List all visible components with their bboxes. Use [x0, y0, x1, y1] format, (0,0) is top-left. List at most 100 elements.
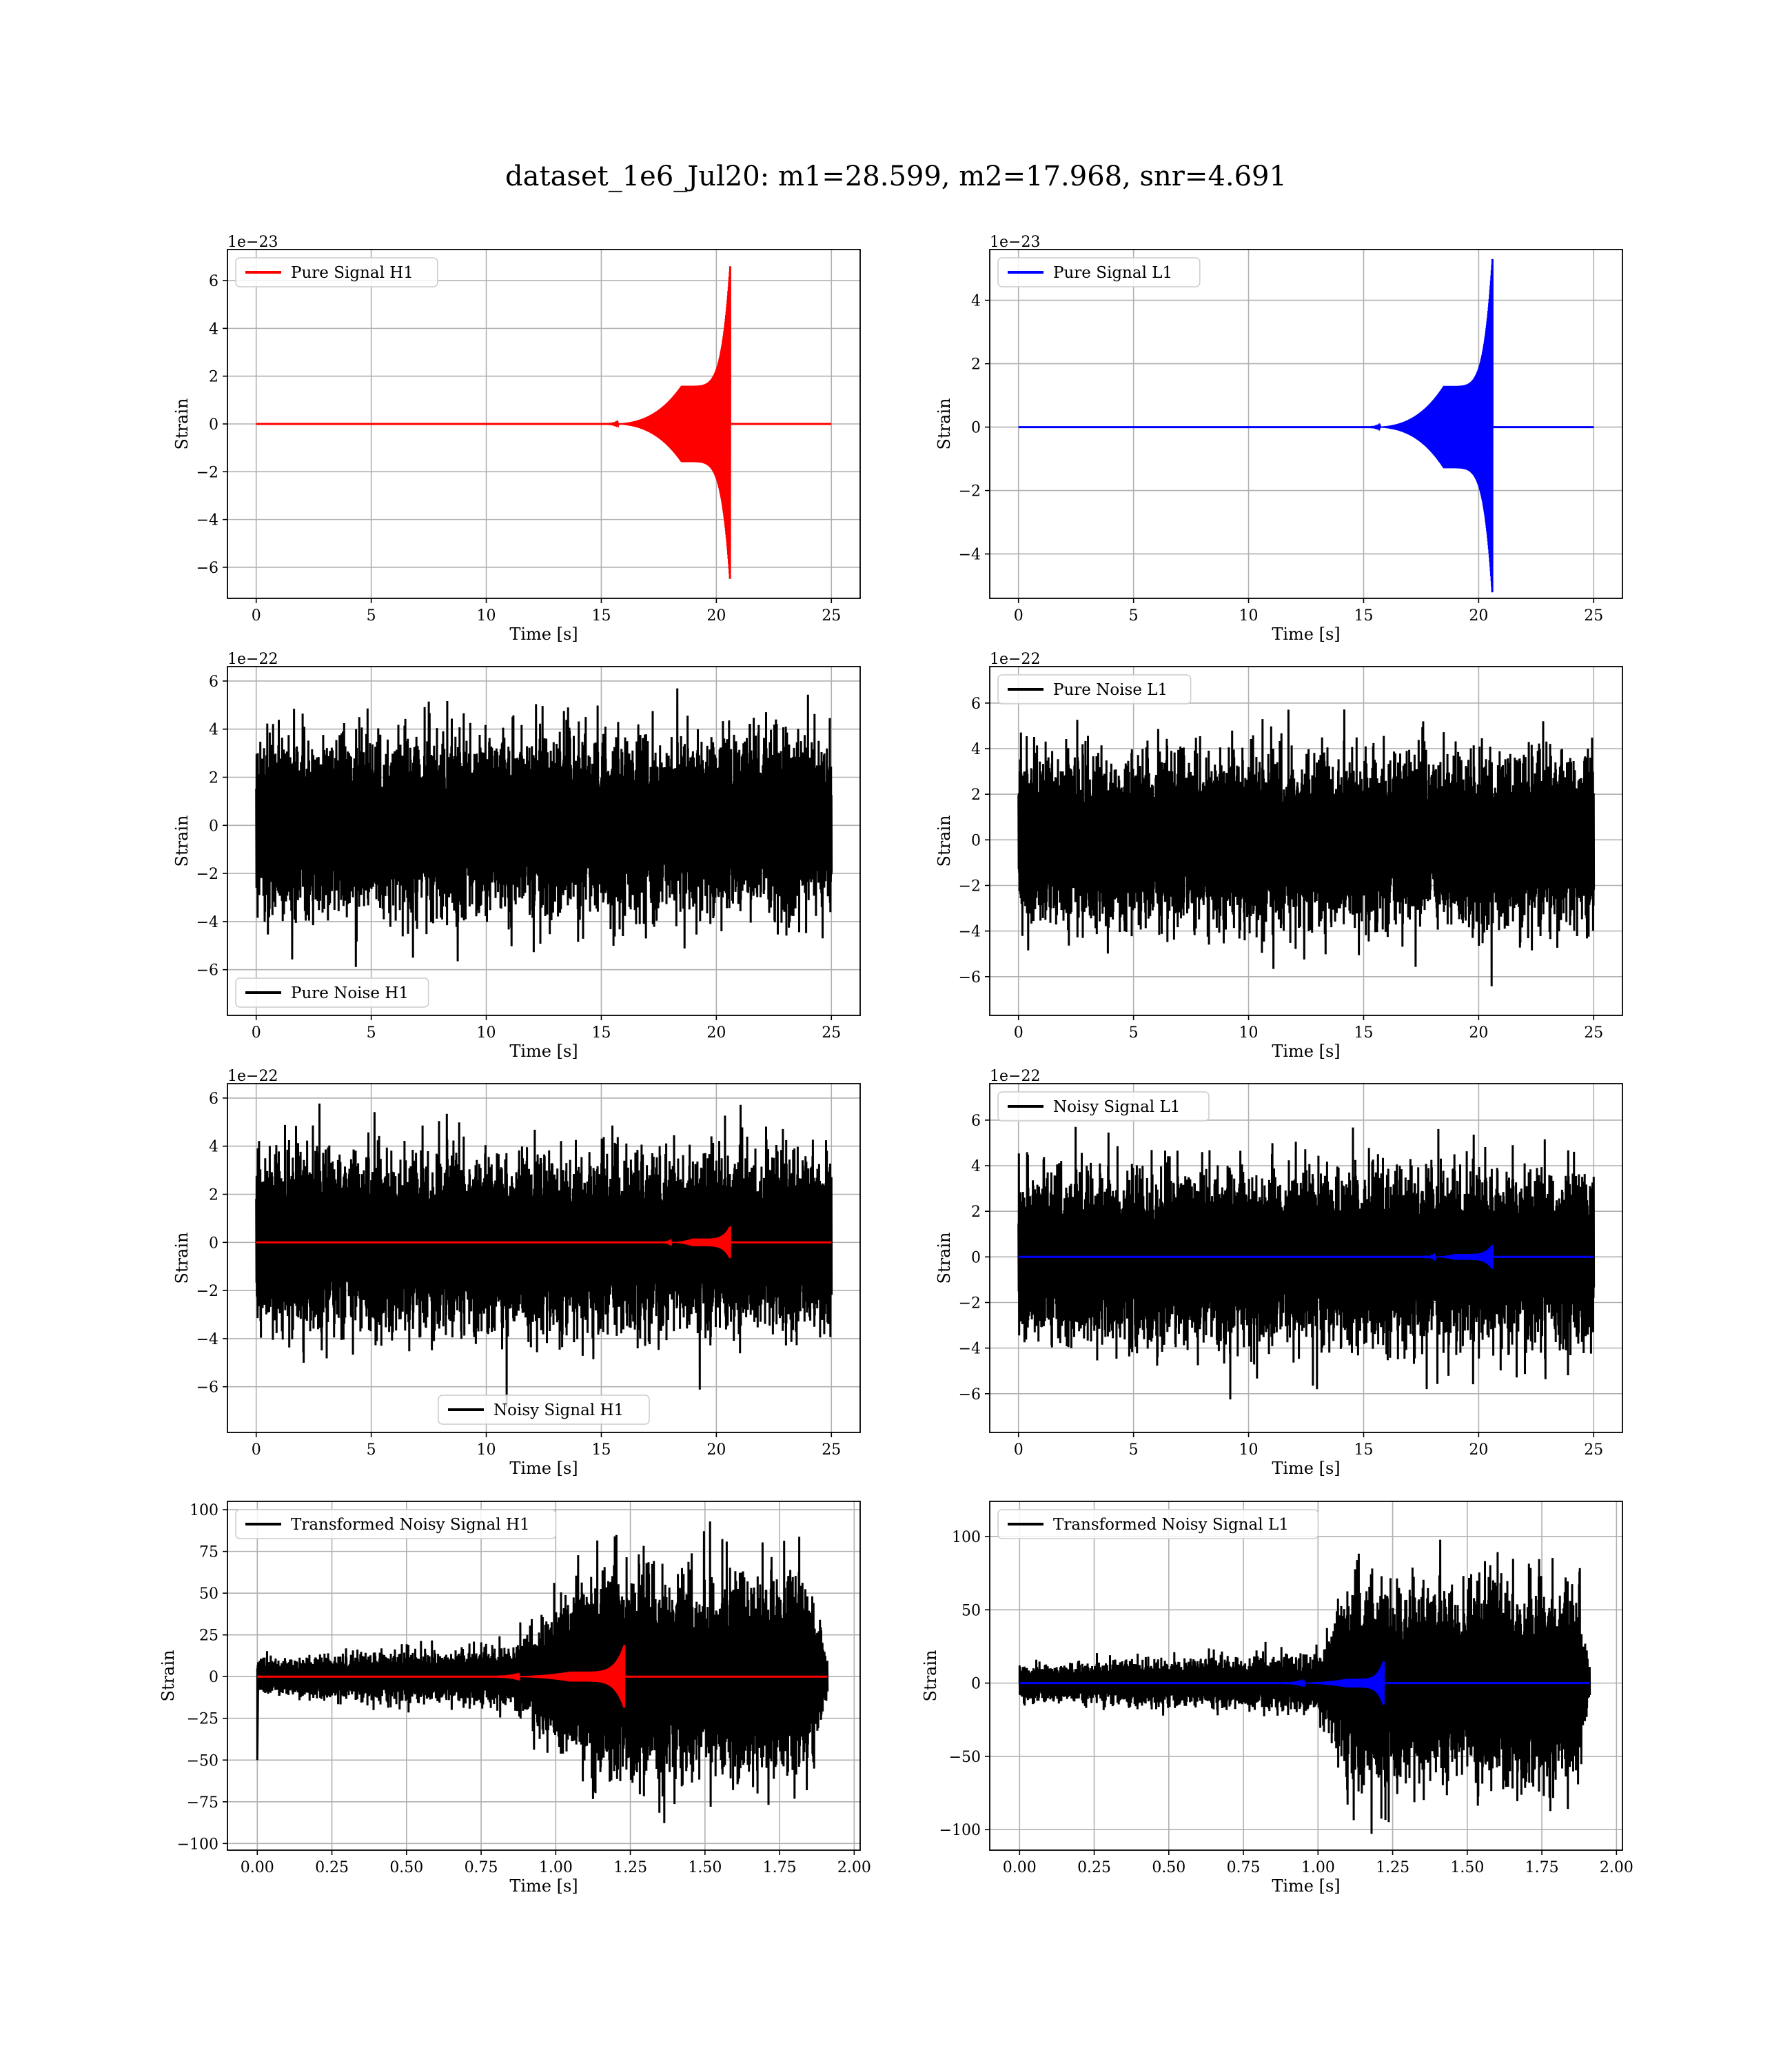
y-tick-label: −6 — [196, 962, 218, 980]
x-tick-label: 0.00 — [1003, 1859, 1037, 1876]
y-tick-label: −75 — [187, 1794, 218, 1812]
x-tick-label: 10 — [477, 1024, 496, 1042]
y-axis-label: Strain — [935, 1233, 954, 1284]
subplot-transformed-noisy-signal-l1: 0.00 0.25 0.50 0.75 1.00 1.25 1.50 1.75 2.00 −100… — [921, 1501, 1633, 1896]
y-tick-label: −6 — [959, 1386, 981, 1403]
y-tick-label: 0 — [209, 1669, 218, 1686]
y-tick-label: −25 — [187, 1711, 218, 1728]
x-axis-label: Time [s] — [1272, 625, 1340, 644]
y-axis-label: Strain — [935, 815, 954, 867]
y-tick-label: 4 — [209, 722, 218, 739]
x-tick-label: 10 — [477, 607, 496, 625]
legend-label: Transformed Noisy Signal H1 — [291, 1516, 530, 1534]
legend-label: Pure Noise L1 — [1053, 681, 1168, 699]
axis-offset-label: 1e−22 — [227, 1068, 278, 1085]
series-line-1 — [1019, 1661, 1590, 1705]
x-tick-label: 0 — [1014, 1024, 1024, 1042]
plot-area — [1017, 1126, 1596, 1400]
legend: Noisy Signal H1 — [438, 1395, 650, 1425]
x-tick-label: 5 — [1129, 607, 1139, 625]
y-axis-label: Strain — [921, 1650, 940, 1702]
x-tick-label: 0.00 — [241, 1859, 274, 1876]
x-tick-label: 15 — [591, 1441, 611, 1459]
x-tick-label: 0.25 — [315, 1859, 349, 1876]
series-line-1 — [1018, 1244, 1594, 1269]
x-tick-label: 0.75 — [1227, 1859, 1261, 1876]
axes-frame — [989, 1083, 1623, 1433]
y-tick-label: −50 — [187, 1752, 218, 1770]
legend: Pure Signal H1 — [235, 257, 438, 287]
subplot-transformed-noisy-signal-h1: 0.00 0.25 0.50 0.75 1.00 1.25 1.50 1.75 2.00 −100… — [159, 1501, 871, 1896]
y-tick-label: 2 — [209, 1187, 218, 1204]
plot-area — [1018, 258, 1594, 593]
y-tick-label: 2 — [971, 356, 981, 374]
axis-offset-label: 1e−23 — [227, 234, 278, 251]
y-tick-label: −2 — [196, 464, 218, 481]
series-line-0 — [255, 688, 833, 967]
x-tick-label: 0 — [1014, 1441, 1024, 1459]
x-tick-label: 1.75 — [1525, 1859, 1559, 1876]
x-tick-label: 5 — [1129, 1441, 1139, 1459]
x-tick-label: 1.25 — [613, 1859, 647, 1876]
legend: Transformed Noisy Signal H1 — [235, 1509, 557, 1539]
x-axis-label: Time [s] — [1272, 1459, 1340, 1478]
plot-area — [255, 688, 833, 967]
y-axis-label: Strain — [172, 815, 192, 867]
y-tick-label: −4 — [959, 924, 981, 941]
series-line-0 — [1018, 258, 1594, 593]
x-tick-label: 20 — [706, 1024, 726, 1042]
series-line-0 — [255, 1103, 833, 1407]
y-tick-label: 2 — [209, 369, 218, 386]
y-tick-label: 6 — [209, 273, 218, 290]
plot-area — [1017, 709, 1596, 986]
x-axis-label: Time [s] — [509, 1459, 578, 1478]
x-tick-label: 2.00 — [1600, 1859, 1633, 1876]
x-tick-label: 20 — [706, 1441, 726, 1459]
legend: Pure Noise L1 — [997, 674, 1192, 704]
legend: Pure Noise H1 — [235, 977, 429, 1008]
legend-box — [997, 1091, 1210, 1122]
y-tick-label: −100 — [939, 1822, 981, 1839]
y-axis-label: Strain — [172, 1233, 192, 1284]
axis-offset-label: 1e−22 — [990, 1068, 1040, 1085]
series-line-0 — [256, 1521, 829, 1823]
axes-frame — [989, 666, 1623, 1016]
x-tick-label: 1.50 — [1450, 1859, 1484, 1876]
series-line-0 — [1017, 1126, 1596, 1400]
x-axis-label: Time [s] — [509, 1042, 578, 1061]
x-tick-label: 20 — [1469, 1441, 1488, 1459]
y-tick-label: 100 — [952, 1529, 981, 1546]
axes-frame — [989, 1501, 1623, 1851]
x-tick-label: 10 — [1239, 607, 1259, 625]
x-tick-label: 25 — [822, 607, 841, 625]
y-tick-label: −2 — [959, 878, 981, 895]
y-tick-label: 6 — [209, 673, 218, 691]
y-tick-label: −4 — [959, 547, 981, 564]
x-tick-label: 2.00 — [837, 1859, 871, 1876]
y-axis-label: Strain — [159, 1650, 178, 1702]
axis-offset-label: 1e−22 — [227, 651, 278, 668]
x-tick-label: 1.00 — [1301, 1859, 1335, 1876]
subplot-pure-noise-l1: 0 5 10 15 20 25 −6 −4 −2 0 2 4 6 Time [s] Strain 1e−22 P… — [935, 651, 1623, 1061]
y-axis-label: Strain — [172, 398, 192, 450]
x-tick-label: 25 — [1584, 1441, 1603, 1459]
series-line-0 — [1017, 709, 1596, 986]
y-tick-label: −4 — [196, 512, 218, 529]
x-tick-label: 10 — [1239, 1024, 1259, 1042]
y-tick-label: 0 — [971, 832, 981, 849]
x-tick-label: 0.50 — [389, 1859, 423, 1876]
y-tick-label: 50 — [961, 1602, 981, 1619]
y-tick-label: 75 — [199, 1544, 218, 1561]
x-tick-label: 5 — [367, 1441, 376, 1459]
x-tick-label: 10 — [477, 1441, 496, 1459]
x-tick-label: 0.50 — [1152, 1859, 1185, 1876]
axis-offset-label: 1e−23 — [990, 234, 1040, 251]
y-tick-label: −4 — [196, 914, 218, 931]
legend-box — [997, 1509, 1319, 1539]
series-line-1 — [256, 1226, 832, 1259]
legend: Pure Signal L1 — [997, 257, 1201, 287]
subplot-noisy-signal-l1: 0 5 10 15 20 25 −6 −4 −2 0 2 4 6 Time [s] Strain 1e−22 N… — [935, 1068, 1623, 1478]
y-tick-label: 4 — [971, 293, 981, 310]
x-tick-label: 15 — [1354, 1441, 1373, 1459]
y-tick-label: −2 — [959, 1295, 981, 1312]
